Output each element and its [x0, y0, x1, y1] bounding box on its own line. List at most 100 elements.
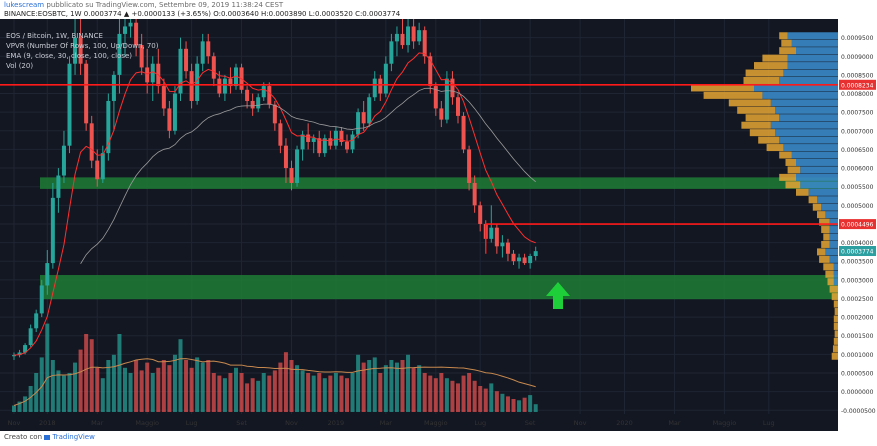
volume-bar: [517, 400, 522, 412]
volume-bar: [289, 360, 294, 412]
price-tick-label: 0.0000000: [841, 389, 874, 396]
volume-bar: [100, 378, 105, 412]
volume-bar: [145, 362, 150, 412]
candle-body: [172, 93, 177, 131]
candle-body: [123, 26, 127, 34]
vpvr-bar-up: [762, 91, 838, 99]
price-chart[interactable]: EOS / Bitcoin, 1W, BINANCE VPVR (Number …: [0, 19, 877, 431]
created-with-label: Creato con: [4, 433, 43, 441]
price-tick-label: 0.0002000: [841, 315, 874, 322]
time-tick-label: 2019: [328, 419, 345, 427]
candle-body: [111, 74, 116, 101]
vpvr-bar-up: [770, 99, 838, 107]
candle-body: [428, 56, 433, 87]
volume-bar: [378, 373, 383, 412]
volume-bar: [222, 378, 227, 412]
vpvr-bar-down: [785, 158, 796, 166]
vpvr-bar-up: [787, 62, 838, 70]
candle-body: [295, 149, 300, 183]
vpvr-bar-up: [833, 263, 838, 271]
price-tick-label: 0.0003000: [841, 277, 874, 284]
volume-bar: [522, 397, 527, 412]
vpvr-bar-down: [819, 218, 830, 226]
volume-bar: [95, 367, 100, 412]
candle-body: [417, 30, 422, 42]
volume-bar: [528, 395, 533, 412]
candle-body: [383, 63, 388, 94]
volume-bar: [23, 396, 28, 412]
vpvr-bar-down: [817, 211, 826, 219]
volume-bar: [406, 354, 411, 412]
tradingview-link[interactable]: TradingView: [52, 433, 95, 441]
time-tick-label: Nov: [285, 419, 298, 427]
price-tick-label: 0.0003500: [841, 259, 874, 266]
vpvr-bar-up: [796, 158, 838, 166]
volume-bar: [12, 405, 16, 412]
candle-body: [67, 63, 72, 146]
volume-bar: [139, 370, 144, 412]
volume-bar: [467, 373, 472, 412]
price-tick-label: 0.0005000: [841, 203, 874, 210]
volume-bar: [189, 367, 194, 412]
price-tick-label: -0.0000500: [841, 408, 876, 415]
candle-body: [339, 130, 344, 142]
vpvr-bar-down: [831, 352, 838, 360]
candle-body: [245, 89, 250, 101]
price-tick-label: 0.0001000: [841, 352, 874, 359]
volume-bar: [456, 383, 460, 412]
volume-bar: [345, 378, 349, 412]
vpvr-bar-up: [825, 248, 838, 256]
time-axis[interactable]: Nov 2018 Mar Maggio Lug Set Nov 2019 Mar Maggio Lu…: [8, 419, 775, 427]
time-tick-label: Set: [236, 419, 247, 427]
candle-body: [234, 67, 238, 87]
volume-bar: [511, 399, 516, 412]
candle-body: [217, 78, 222, 94]
time-tick-label: Lug: [474, 419, 486, 427]
candle-body: [467, 149, 472, 183]
candle-body: [333, 130, 338, 146]
time-tick-label: Maggio: [135, 419, 159, 427]
up-arrow-icon: [546, 282, 570, 309]
price-label-box: [839, 219, 876, 230]
candle-body: [300, 134, 305, 150]
volume-bar: [39, 357, 44, 412]
candle-body: [56, 175, 61, 198]
candle-body: [34, 313, 39, 329]
vpvr-bar-up: [808, 188, 838, 196]
volume-bar: [61, 375, 66, 412]
candle-body: [84, 63, 89, 124]
volume-bar: [317, 373, 322, 412]
volume-bar: [400, 360, 405, 412]
candle-body: [222, 78, 227, 94]
candle-body: [117, 33, 122, 75]
volume-bar: [433, 378, 438, 412]
vpvr-bar-down: [819, 255, 830, 263]
ema-lines: [13, 52, 536, 356]
volume-bar: [167, 365, 172, 412]
candle-body: [89, 123, 94, 161]
candle-body: [12, 355, 16, 357]
vpvr-bar-down: [832, 345, 838, 353]
candle-body: [378, 78, 383, 94]
vpvr-bar-up: [821, 203, 838, 211]
candle-body: [345, 141, 349, 150]
author-link[interactable]: lukescream: [4, 1, 45, 9]
vpvr-bar-up: [787, 54, 838, 62]
candle-body: [505, 242, 510, 254]
price-axis[interactable]: 0.00095000.00090000.00085000.00080000.00…: [841, 35, 876, 415]
candle-body: [489, 227, 494, 239]
support-zone: [40, 275, 838, 300]
candle-body: [389, 41, 394, 64]
vpvr-bar-down: [823, 263, 834, 271]
volume-bar: [178, 339, 183, 412]
volume-bar: [361, 362, 366, 412]
volume-bar: [333, 373, 338, 412]
vpvr-bar-up: [829, 218, 838, 226]
time-tick-label: 2018: [39, 419, 56, 427]
candle-body: [50, 197, 55, 264]
volume-bar: [478, 386, 483, 412]
candle-body: [494, 227, 499, 247]
candle-body: [322, 138, 327, 154]
time-tick-label: Set: [525, 419, 536, 427]
vpvr-bar-down: [737, 106, 775, 114]
